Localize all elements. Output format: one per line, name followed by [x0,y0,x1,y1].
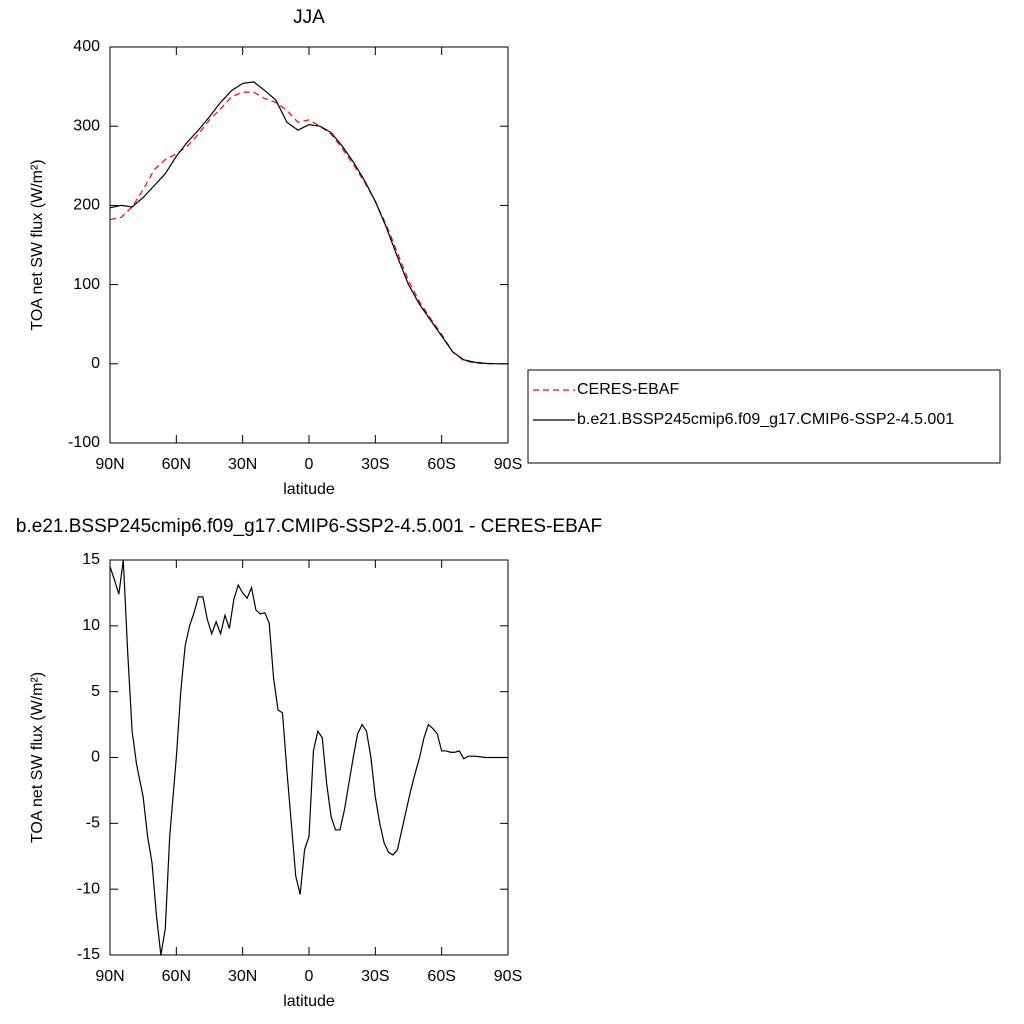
x-tick-label: 60S [427,968,455,985]
data-line [109,91,508,365]
x-axis-label: latitude [283,993,335,1010]
y-tick-label: 15 [82,551,100,568]
x-tick-label: 90S [494,968,522,985]
y-tick-label: -5 [86,815,100,832]
x-tick-label: 30N [228,968,257,985]
data-line [109,81,508,365]
x-tick-label: 90S [494,456,522,473]
x-tick-label: 90N [95,968,124,985]
y-tick-label: 0 [91,749,100,766]
x-tick-label: 30N [228,456,257,473]
x-tick-label: 30S [361,456,389,473]
x-tick-label: 60N [162,456,191,473]
y-tick-label: 0 [91,355,100,372]
plot-frame [109,46,509,444]
y-tick-label: 10 [82,617,100,634]
y-axis-label: TOA net SW flux (W/m²) [29,672,46,843]
x-tick-label: 60S [427,456,455,473]
x-axis-label: latitude [283,481,335,498]
x-tick-label: 0 [305,968,314,985]
y-tick-label: 5 [91,683,100,700]
y-tick-label: -15 [77,946,100,963]
legend-label: b.e21.BSSP245cmip6.f09_g17.CMIP6-SSP2-4.… [577,411,954,428]
legend-label: CERES-EBAF [577,381,679,398]
y-tick-label: 400 [73,38,100,55]
data-line [109,559,508,956]
legend-box [527,369,1001,464]
x-tick-label: 60N [162,968,191,985]
y-tick-label: 100 [73,276,100,293]
chart-title: JJA [293,7,325,28]
chart-title: b.e21.BSSP245cmip6.f09_g17.CMIP6-SSP2-4.… [16,516,602,537]
x-tick-label: 90N [95,456,124,473]
y-tick-label: 200 [73,197,100,214]
y-tick-label: -100 [68,434,100,451]
y-tick-label: -10 [77,880,100,897]
y-tick-label: 300 [73,117,100,134]
x-tick-label: 0 [305,456,314,473]
x-tick-label: 30S [361,968,389,985]
plot-frame [109,559,509,956]
y-axis-label: TOA net SW flux (W/m²) [29,159,46,330]
